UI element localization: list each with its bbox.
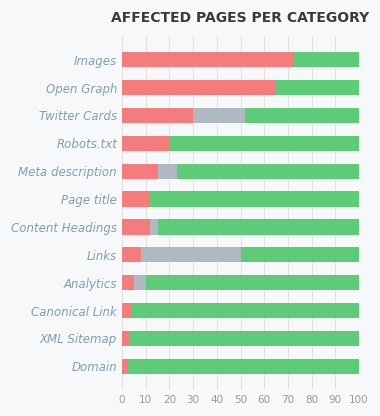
Bar	[276, 80, 359, 95]
Bar	[122, 191, 150, 207]
Bar	[122, 247, 141, 262]
Bar	[122, 163, 158, 179]
Bar	[129, 331, 359, 346]
Bar	[245, 108, 359, 123]
Bar	[122, 331, 129, 346]
Bar	[141, 247, 241, 262]
Bar	[169, 136, 359, 151]
Bar	[131, 303, 359, 318]
Bar	[158, 219, 359, 235]
Bar	[146, 275, 359, 290]
Bar	[122, 108, 193, 123]
Bar	[122, 136, 169, 151]
Bar	[122, 303, 131, 318]
Bar	[150, 191, 359, 207]
Bar	[122, 52, 293, 67]
Bar	[122, 275, 134, 290]
Bar	[158, 163, 176, 179]
Bar	[127, 359, 359, 374]
Bar	[122, 359, 127, 374]
Bar	[134, 275, 146, 290]
Bar	[122, 219, 150, 235]
Bar	[241, 247, 359, 262]
Bar	[193, 108, 245, 123]
Bar	[122, 80, 276, 95]
Bar	[293, 52, 359, 67]
Bar	[150, 219, 158, 235]
Bar	[176, 163, 359, 179]
Title: AFFECTED PAGES PER CATEGORY: AFFECTED PAGES PER CATEGORY	[111, 11, 370, 25]
